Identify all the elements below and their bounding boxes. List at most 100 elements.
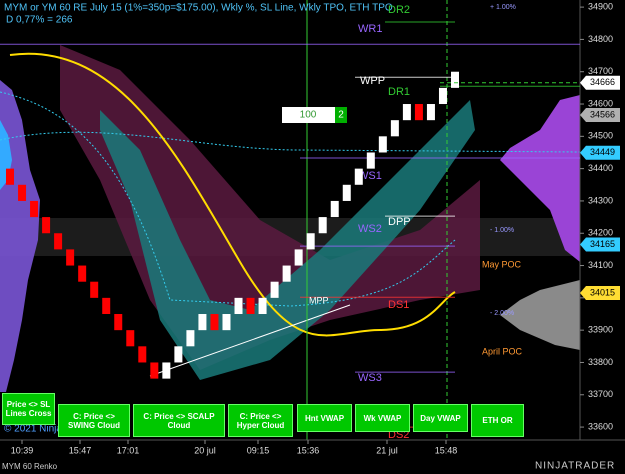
instrument-label: MYM 60 Renko bbox=[2, 462, 58, 471]
pivot-label: DR2 bbox=[388, 4, 410, 16]
renko-brick bbox=[306, 233, 315, 250]
toggle-button[interactable]: C: Price <> Hyper Cloud bbox=[228, 404, 293, 437]
price-flag bbox=[580, 237, 620, 252]
price-flag bbox=[580, 108, 620, 123]
pivot-label: WS3 bbox=[358, 372, 382, 384]
renko-brick bbox=[18, 184, 27, 201]
toggle-button[interactable]: Wk VWAP bbox=[355, 404, 410, 432]
renko-brick bbox=[222, 314, 231, 331]
price-label: 34449 bbox=[590, 147, 615, 157]
price-label: 34015 bbox=[590, 287, 615, 297]
renko-brick bbox=[342, 184, 351, 201]
y-tick-label: 34300 bbox=[588, 195, 613, 205]
trend-line bbox=[149, 304, 351, 377]
y-tick-label: 34400 bbox=[588, 163, 613, 173]
quantity[interactable]: 100 bbox=[300, 110, 317, 121]
price-label: 34566 bbox=[590, 109, 615, 119]
renko-brick bbox=[198, 314, 207, 331]
annotation: May POC bbox=[482, 259, 522, 269]
toggle-button[interactable]: ETH OR bbox=[471, 404, 524, 437]
toggle-button[interactable]: Day VWAP bbox=[413, 404, 468, 432]
scalp-cloud bbox=[100, 100, 475, 380]
pivot-label: WR1 bbox=[358, 23, 382, 35]
renko-brick bbox=[102, 297, 111, 315]
renko-brick bbox=[258, 297, 267, 315]
pivot-label: WS1 bbox=[358, 170, 382, 182]
x-tick-label: 10:39 bbox=[11, 445, 34, 455]
renko-brick bbox=[234, 297, 243, 315]
annotation: April POC bbox=[482, 346, 523, 356]
renko-brick bbox=[354, 168, 363, 185]
annotation: - 1.00% bbox=[490, 227, 514, 234]
count-box[interactable] bbox=[335, 107, 347, 123]
x-tick-label: 20 jul bbox=[194, 445, 216, 455]
pivot-label: DR1 bbox=[388, 86, 410, 98]
left-profile bbox=[0, 80, 40, 392]
pivot-label: WS2 bbox=[358, 223, 382, 235]
vwap-line bbox=[0, 91, 456, 307]
y-tick-label: 33600 bbox=[588, 421, 613, 431]
toggle-button[interactable]: Price <> SL Lines Cross bbox=[2, 393, 55, 425]
renko-brick bbox=[114, 314, 123, 331]
x-tick-label: 17:01 bbox=[117, 445, 140, 455]
price-flag bbox=[580, 286, 620, 301]
y-tick-label: 34500 bbox=[588, 131, 613, 141]
annotation: MPP bbox=[309, 295, 329, 305]
pivot-label: DS1 bbox=[388, 299, 409, 311]
renko-brick bbox=[162, 362, 171, 379]
renko-brick bbox=[366, 152, 375, 169]
renko-brick bbox=[90, 281, 99, 298]
pivot-label: WPP bbox=[360, 75, 385, 87]
toggle-button[interactable]: C: Price <> SWING Cloud bbox=[58, 404, 130, 437]
toggle-button[interactable]: Hnt VWAP bbox=[297, 404, 352, 432]
price-label: 34165 bbox=[590, 239, 615, 249]
renko-brick bbox=[294, 249, 303, 266]
y-tick-label: 34700 bbox=[588, 66, 613, 76]
renko-brick bbox=[270, 281, 279, 298]
renko-brick bbox=[174, 346, 183, 363]
renko-brick bbox=[54, 233, 63, 250]
renko-brick bbox=[138, 346, 147, 363]
y-tick-label: 33900 bbox=[588, 325, 613, 335]
price-label: 34666 bbox=[590, 77, 615, 87]
count[interactable]: 2 bbox=[338, 110, 344, 121]
renko-brick bbox=[210, 314, 219, 331]
right-profile-lower bbox=[500, 280, 580, 350]
renko-brick bbox=[186, 330, 195, 347]
y-tick-label: 34900 bbox=[588, 1, 613, 11]
right-profile-upper bbox=[500, 95, 580, 262]
chart-title: MYM or YM 60 RE July 15 (1%=350p=$175.00… bbox=[4, 3, 393, 14]
renko-brick bbox=[390, 120, 399, 137]
chart-subtitle: D 0,77% = 266 bbox=[6, 15, 73, 26]
sl-line bbox=[0, 131, 581, 153]
renko-brick bbox=[330, 200, 339, 218]
y-tick-label: 34100 bbox=[588, 260, 613, 270]
pivot-label: DPP bbox=[388, 216, 411, 228]
renko-brick bbox=[6, 168, 14, 185]
annotation: - 2.00% bbox=[490, 310, 514, 317]
renko-brick bbox=[282, 265, 291, 282]
renko-brick bbox=[402, 104, 411, 121]
renko-brick bbox=[150, 362, 159, 379]
x-tick-label: 21 jul bbox=[376, 445, 398, 455]
y-tick-label: 33700 bbox=[588, 389, 613, 399]
renko-brick bbox=[438, 87, 447, 105]
y-tick-label: 34800 bbox=[588, 34, 613, 44]
renko-brick bbox=[66, 249, 75, 266]
renko-brick bbox=[246, 297, 255, 315]
renko-brick bbox=[451, 71, 459, 88]
quantity-box[interactable] bbox=[282, 107, 335, 123]
price-flag bbox=[580, 145, 620, 160]
renko-brick bbox=[318, 217, 327, 234]
annotation: + 1.00% bbox=[490, 4, 516, 11]
toggle-button[interactable]: C: Price <> SCALP Cloud bbox=[133, 404, 225, 437]
renko-brick bbox=[78, 265, 87, 282]
x-tick-label: 15:36 bbox=[297, 445, 320, 455]
renko-brick bbox=[414, 104, 423, 121]
renko-brick bbox=[426, 104, 435, 121]
renko-brick bbox=[42, 217, 51, 234]
x-tick-label: 15:48 bbox=[435, 445, 458, 455]
brand: NINJATRADER bbox=[535, 461, 615, 472]
